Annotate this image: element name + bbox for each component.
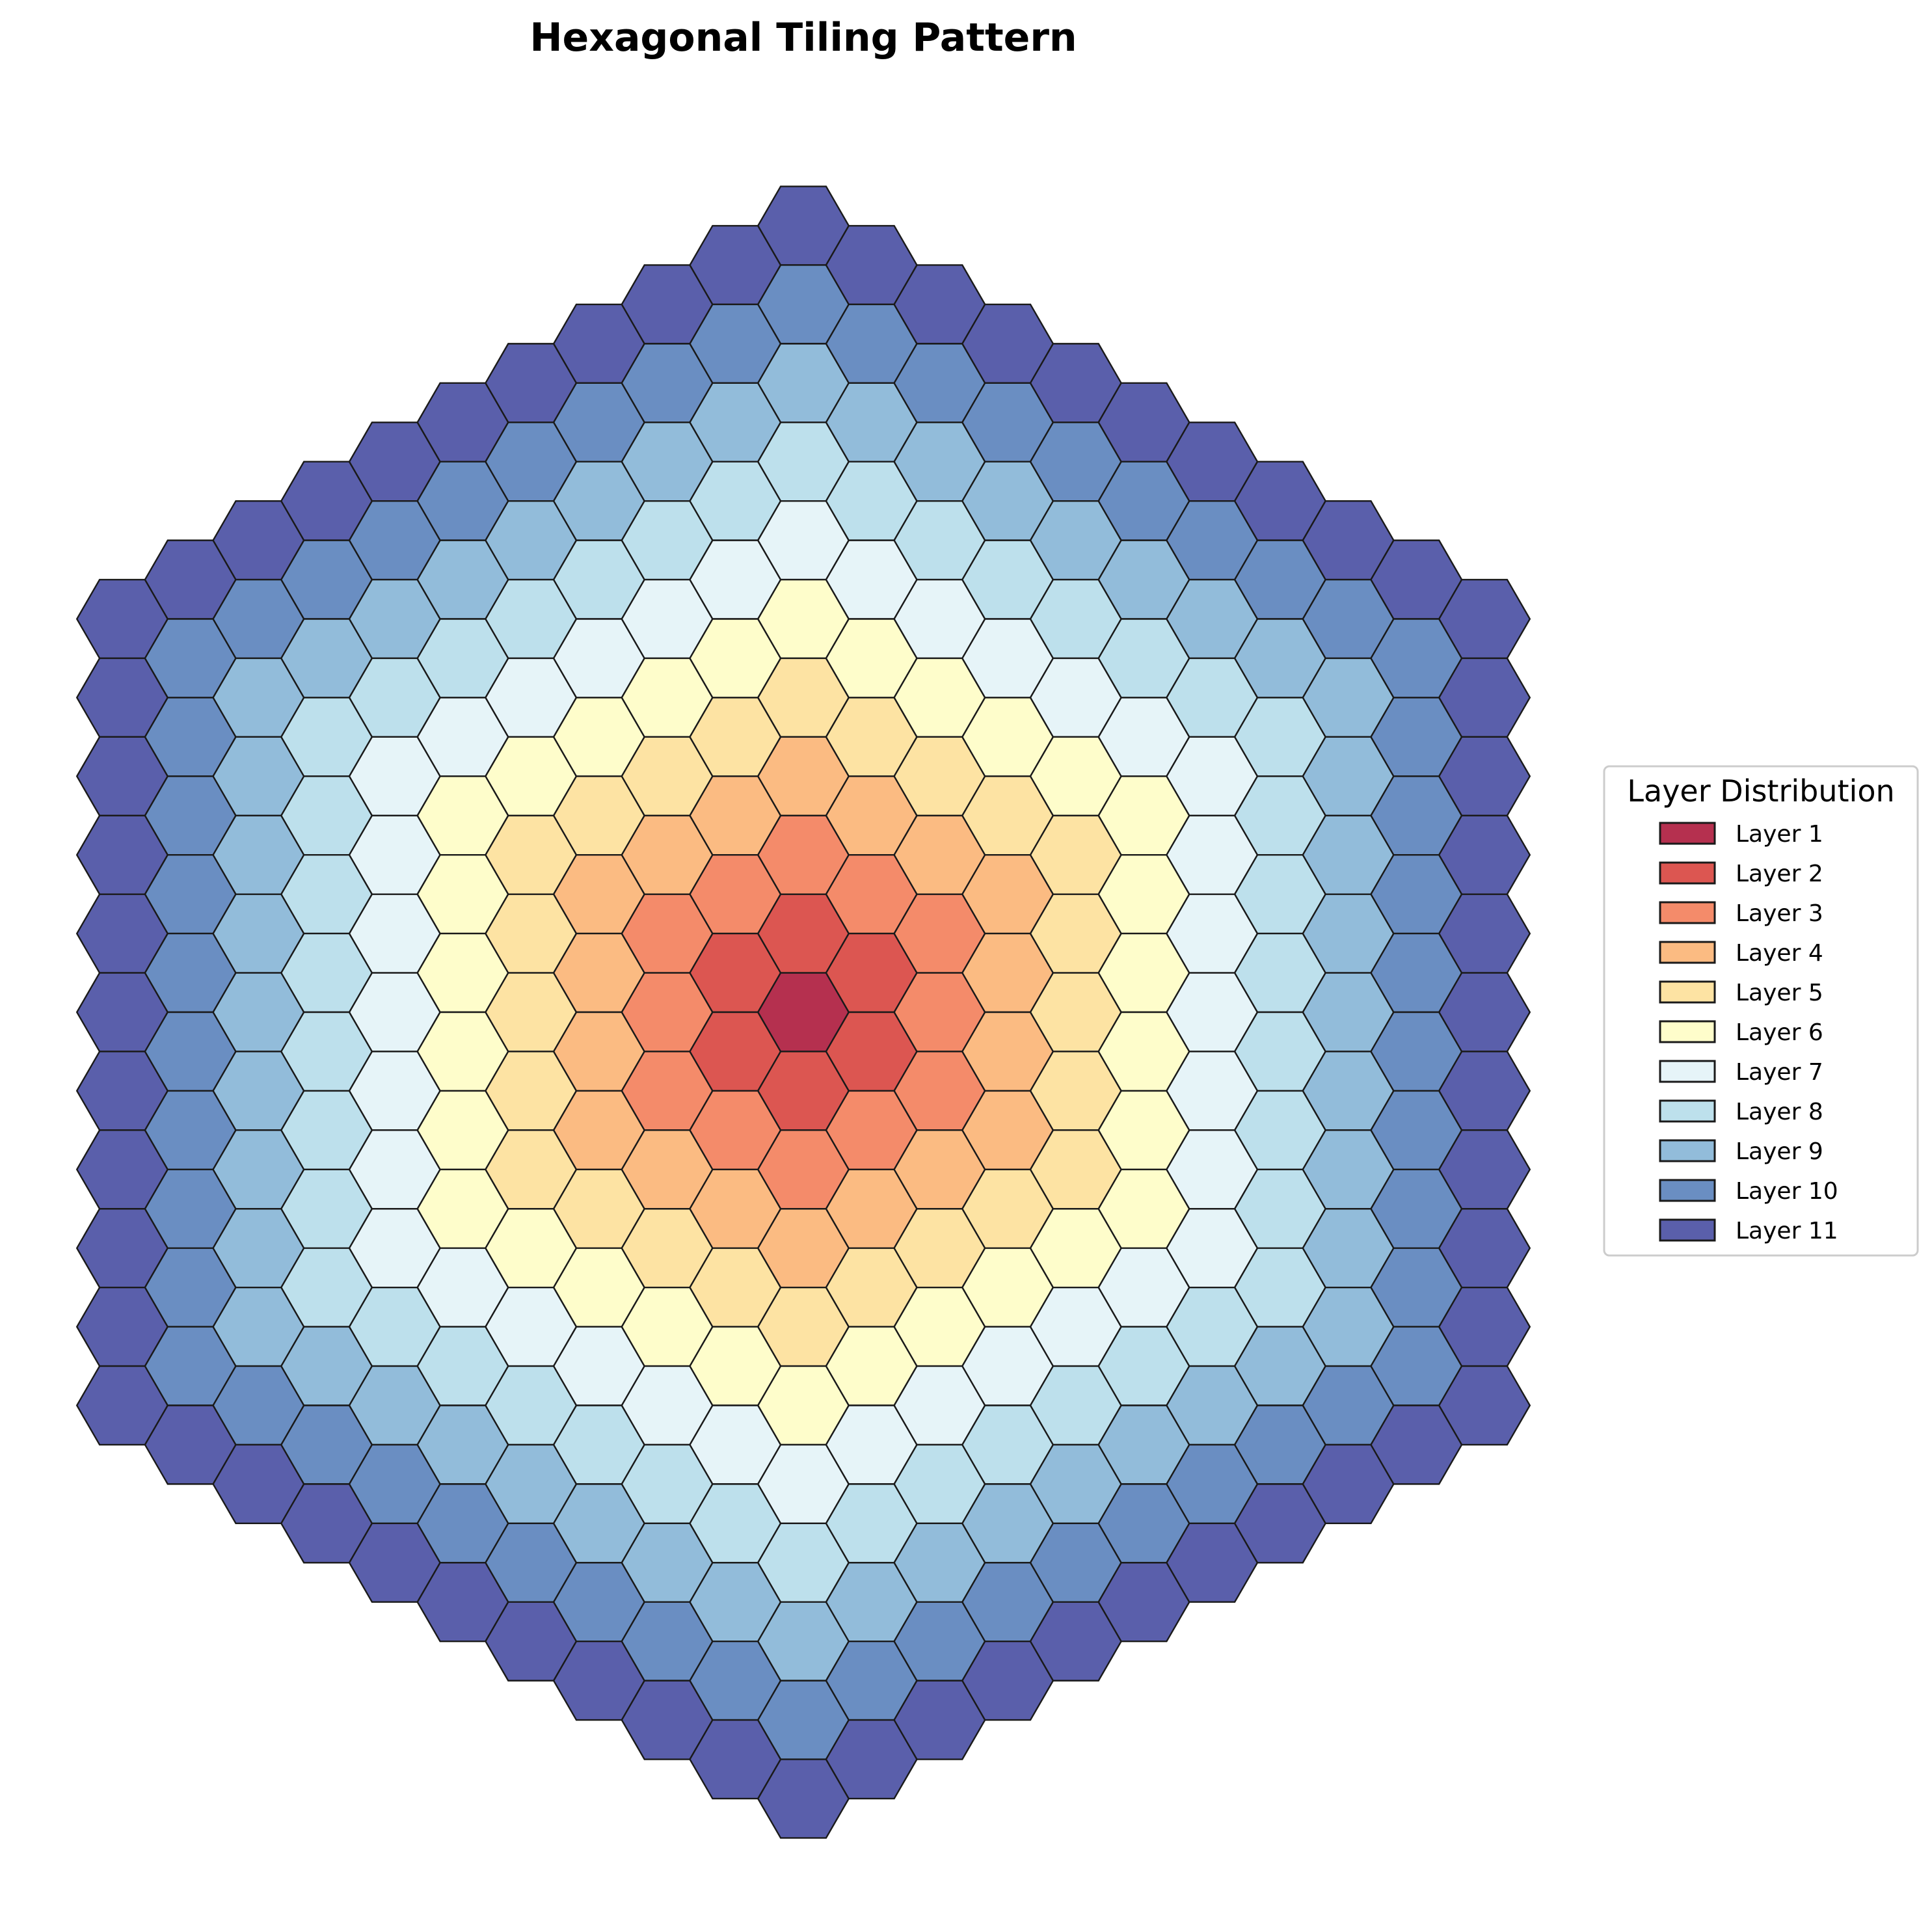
legend-item: Layer 11 — [1659, 1218, 1838, 1244]
legend-swatch — [1659, 1020, 1716, 1043]
legend-item: Layer 3 — [1659, 900, 1823, 927]
legend-swatch — [1659, 1060, 1716, 1083]
legend-label: Layer 3 — [1736, 900, 1823, 927]
legend-item: Layer 6 — [1659, 1019, 1823, 1046]
legend-item: Layer 9 — [1659, 1138, 1823, 1165]
legend-swatch — [1659, 941, 1716, 964]
chart-title: Hexagonal Tiling Pattern — [530, 15, 1077, 60]
legend-items: Layer 1 Layer 2 Layer 3 Layer 4 Layer 5 Layer… — [1659, 821, 1838, 1244]
legend-item: Layer 1 — [1659, 821, 1823, 848]
legend-frame — [1603, 765, 1919, 1257]
legend-label: Layer 10 — [1736, 1178, 1838, 1205]
legend-label: Layer 9 — [1736, 1138, 1823, 1165]
legend-swatch — [1659, 1099, 1716, 1123]
legend-swatch — [1659, 1218, 1716, 1242]
legend-label: Layer 11 — [1736, 1218, 1838, 1244]
legend-swatch — [1659, 980, 1716, 1004]
legend-label: Layer 8 — [1736, 1099, 1823, 1125]
legend-item: Layer 5 — [1659, 980, 1823, 1006]
legend-item: Layer 4 — [1659, 940, 1823, 967]
legend-item: Layer 8 — [1659, 1099, 1823, 1125]
legend-label: Layer 6 — [1736, 1019, 1823, 1046]
legend-swatch — [1659, 861, 1716, 885]
legend-item: Layer 2 — [1659, 861, 1823, 887]
legend-label: Layer 1 — [1736, 821, 1823, 848]
legend-swatch — [1659, 1179, 1716, 1202]
legend-label: Layer 4 — [1736, 940, 1823, 967]
legend: Layer Distribution Layer 1 Layer 2 Layer 3… — [1603, 765, 1919, 1257]
hex-grid — [75, 185, 1531, 1839]
legend-item: Layer 7 — [1659, 1059, 1823, 1086]
hex-cell-layer-11 — [1438, 1365, 1531, 1446]
legend-label: Layer 5 — [1736, 980, 1823, 1006]
legend-item: Layer 10 — [1659, 1178, 1838, 1205]
legend-swatch — [1659, 901, 1716, 924]
legend-label: Layer 2 — [1736, 861, 1823, 887]
legend-title: Layer Distribution — [1627, 773, 1894, 809]
legend-swatch — [1659, 1139, 1716, 1162]
legend-swatch — [1659, 822, 1716, 845]
legend-label: Layer 7 — [1736, 1059, 1823, 1086]
